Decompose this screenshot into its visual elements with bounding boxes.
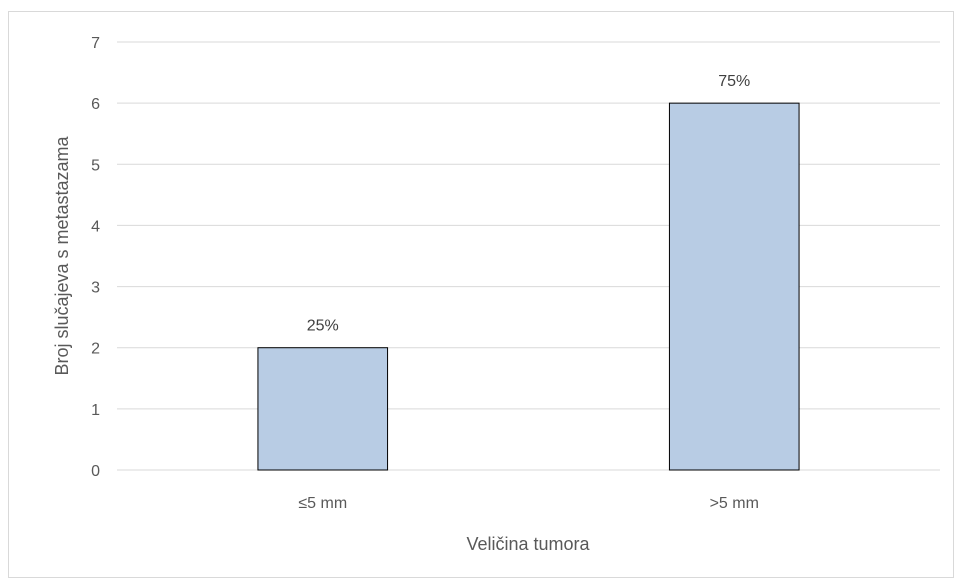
y-axis-title: Broj slučajeva s metastazama: [52, 135, 72, 375]
x-tick-label: ≤5 mm: [298, 495, 347, 512]
bar-data-label: 25%: [307, 318, 339, 335]
y-axis-ticks: 0 1 2 3 4 5 6 7: [91, 35, 100, 480]
y-tick-label: 1: [91, 402, 100, 419]
y-tick-label: 0: [91, 463, 100, 480]
data-labels: 25% 75%: [307, 73, 751, 335]
x-axis-ticks: ≤5 mm >5 mm: [298, 495, 759, 512]
y-tick-label: 4: [91, 218, 100, 235]
x-axis-title: Veličina tumora: [466, 534, 590, 554]
y-tick-label: 7: [91, 35, 100, 52]
bar: [668, 102, 800, 471]
grid-lines: [117, 41, 940, 471]
y-tick-label: 6: [91, 96, 100, 113]
y-tick-label: 2: [91, 341, 100, 358]
x-tick-label: >5 mm: [710, 495, 759, 512]
bar-data-label: 75%: [718, 73, 750, 90]
bar: [257, 347, 389, 471]
y-tick-label: 5: [91, 157, 100, 174]
bars: [257, 102, 800, 471]
y-tick-label: 3: [91, 280, 100, 297]
